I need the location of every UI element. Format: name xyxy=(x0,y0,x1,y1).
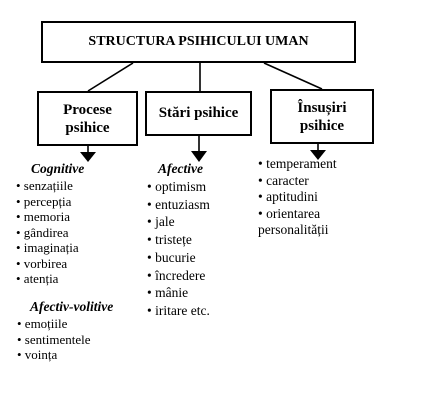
cognitive-item: • senzațiile xyxy=(16,178,73,193)
cognitive-item: • gândirea xyxy=(16,224,69,240)
cognitive-heading: Cognitive xyxy=(31,161,85,176)
insusire-item: personalității xyxy=(258,222,329,237)
insusiri-psihice-box: Însușiri psihice xyxy=(270,89,374,144)
title-box: STRUCTURA PSIHICULUI UMAN xyxy=(41,21,356,63)
afective-item: • iritare etc. xyxy=(147,302,210,318)
cognitive-item: • imaginația xyxy=(16,240,79,255)
afective-item: • încredere xyxy=(147,267,206,283)
afective-heading: Afective xyxy=(158,161,203,176)
afective-list: • optimism • entuziasm • jale • tristețe • b… xyxy=(147,178,210,320)
afective-item: • tristețe xyxy=(147,232,192,248)
arrow-insusiri xyxy=(310,150,326,160)
insusire-item: • caracter xyxy=(258,172,309,188)
cognitive-list: • senzațiile • percepția • memoria • gândir… xyxy=(16,178,79,287)
insusire-item: • temperament xyxy=(258,156,337,171)
insusire-item: • orientarea xyxy=(258,205,321,221)
stari-psihice-label: Stări psihice xyxy=(158,105,239,121)
cognitive-item: • vorbirea xyxy=(16,255,68,271)
afective-item: • bucurie xyxy=(147,249,196,265)
stari-psihice-box: Stări psihice xyxy=(145,91,252,136)
arrow-stari xyxy=(191,151,207,162)
afectiv-volitive-list: • emoțiile • sentimentele • voința xyxy=(17,316,91,363)
connector-root-procese xyxy=(87,62,134,92)
arrow-procese xyxy=(80,152,96,162)
afective-item: • optimism xyxy=(147,179,207,194)
afectiv-volitive-item: • emoțiile xyxy=(17,316,68,331)
cognitive-item: • atenția xyxy=(16,271,59,286)
procese-psihice-label: Procese psihice xyxy=(63,101,112,136)
afectiv-volitive-item: • voința xyxy=(17,347,58,362)
connector-root-insusiri xyxy=(263,62,323,90)
procese-psihice-box: Procese psihice xyxy=(37,91,138,146)
insusiri-list: • temperament • caracter • aptitudini • ori… xyxy=(258,156,337,239)
afective-item: • mânie xyxy=(147,285,189,301)
afective-item: • jale xyxy=(147,214,175,230)
title-text: STRUCTURA PSIHICULUI UMAN xyxy=(88,34,309,49)
cognitive-item: • memoria xyxy=(16,209,71,224)
afectiv-volitive-item: • sentimentele xyxy=(17,331,91,347)
cognitive-item: • percepția xyxy=(16,193,72,209)
insusire-item: • aptitudini xyxy=(258,189,318,204)
afectiv-volitive-heading: Afectiv-volitive xyxy=(30,299,114,314)
afective-item: • entuziasm xyxy=(147,196,210,212)
insusiri-psihice-label: Însușiri psihice xyxy=(297,99,347,134)
